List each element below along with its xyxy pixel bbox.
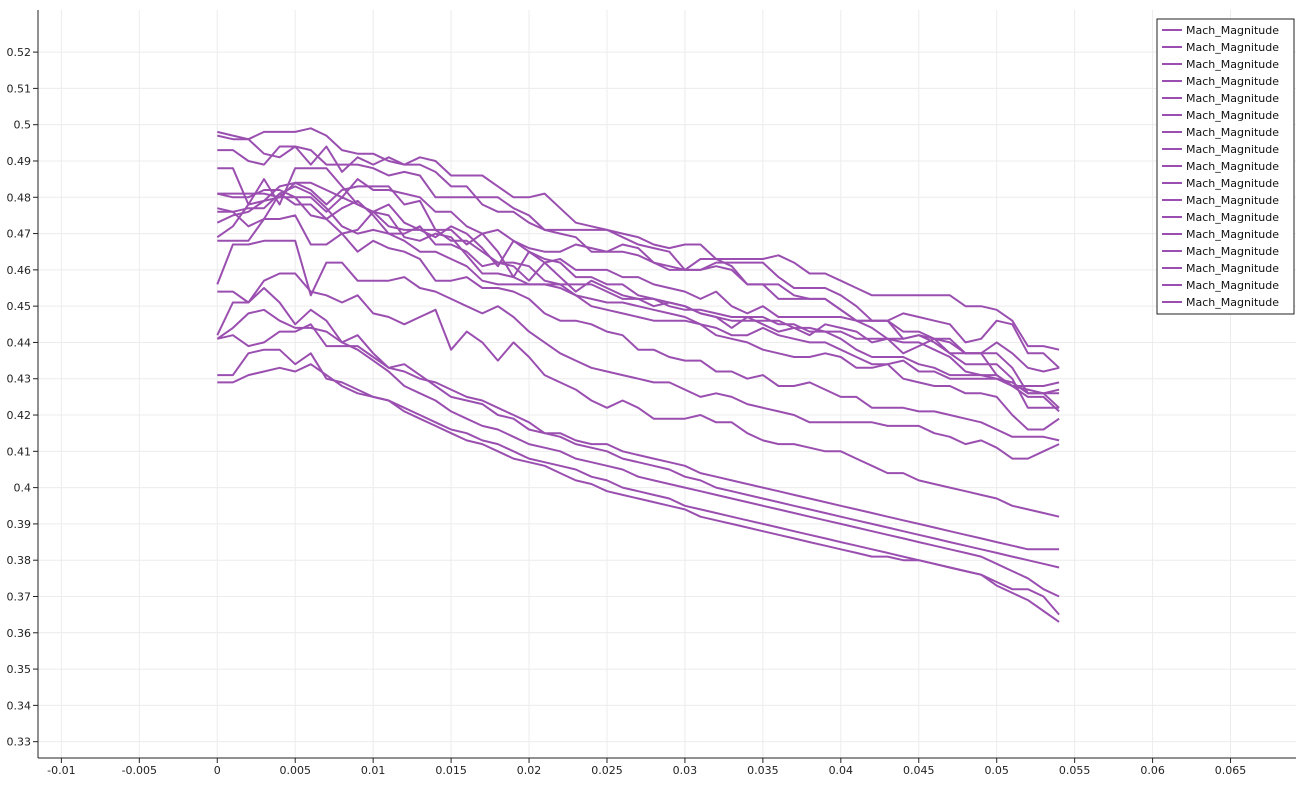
- series-line-4: [217, 167, 1060, 387]
- x-tick-label: 0.045: [903, 764, 935, 777]
- y-tick-label: 0.47: [7, 228, 32, 241]
- series-line-16: [217, 363, 1060, 623]
- series-line-15: [217, 348, 1060, 616]
- legend-label: Mach_Magnitude: [1186, 41, 1279, 54]
- legend-label: Mach_Magnitude: [1186, 296, 1279, 309]
- y-tick-label: 0.4: [14, 482, 32, 495]
- legend-label: Mach_Magnitude: [1186, 177, 1279, 190]
- series-line-8: [217, 185, 1060, 409]
- legend-label: Mach_Magnitude: [1186, 160, 1279, 173]
- y-tick-label: 0.35: [7, 663, 32, 676]
- legend: Mach_Magnitude Mach_Magnitude Mach_Magnitu…: [1156, 18, 1295, 315]
- legend-label: Mach_Magnitude: [1186, 211, 1279, 224]
- x-tick-label: 0.01: [361, 764, 386, 777]
- legend-label: Mach_Magnitude: [1186, 245, 1279, 258]
- x-tick-label: 0.065: [1215, 764, 1247, 777]
- series-line-11: [216, 239, 1060, 460]
- series-line-2: [217, 134, 1060, 369]
- y-tick-label: 0.33: [7, 736, 32, 749]
- legend-label: Mach_Magnitude: [1186, 262, 1279, 275]
- y-tick-label: 0.43: [7, 373, 32, 386]
- x-tick-label: -0.005: [122, 764, 157, 777]
- y-tick-label: 0.52: [7, 46, 32, 59]
- y-tick-label: 0.48: [7, 191, 32, 204]
- x-tick-label: -0.01: [47, 764, 75, 777]
- x-tick-label: 0.035: [747, 764, 779, 777]
- y-tick-label: 0.34: [7, 699, 32, 712]
- legend-label: Mach_Magnitude: [1186, 58, 1279, 71]
- series-line-5: [217, 192, 1060, 395]
- x-tick-label: 0.055: [1059, 764, 1091, 777]
- y-tick-label: 0.44: [7, 336, 32, 349]
- x-tick-label: 0.02: [517, 764, 542, 777]
- series-line-10: [217, 214, 1060, 442]
- y-tick-label: 0.41: [7, 445, 32, 458]
- series-line-17: [216, 181, 1060, 395]
- gridlines: [38, 10, 1296, 758]
- y-tick-label: 0.37: [7, 590, 32, 603]
- series-line-14: [217, 323, 1060, 569]
- series-line-1: [217, 127, 1060, 351]
- legend-label: Mach_Magnitude: [1186, 194, 1279, 207]
- legend-label: Mach_Magnitude: [1186, 75, 1279, 88]
- x-tick-label: 0.05: [984, 764, 1009, 777]
- y-tick-label: 0.42: [7, 409, 32, 422]
- x-tick-label: 0.03: [673, 764, 698, 777]
- x-tick-label: 0.025: [591, 764, 623, 777]
- y-tick-label: 0.39: [7, 518, 32, 531]
- legend-label: Mach_Magnitude: [1186, 126, 1279, 139]
- legend-label: Mach_Magnitude: [1186, 143, 1279, 156]
- series-line-9: [216, 167, 1060, 431]
- x-tick-label: 0.015: [435, 764, 467, 777]
- y-tick-label: 0.46: [7, 264, 32, 277]
- axes: -0.01 -0.005 0 0.005 0.01 0.015 0.02 0.025 0.03 0…: [7, 10, 1296, 777]
- x-tick-label: 0.04: [829, 764, 854, 777]
- y-tick-label: 0.38: [7, 554, 32, 567]
- series-line-13: [216, 287, 1060, 551]
- y-tick-label: 0.45: [7, 300, 32, 313]
- series-lines: [216, 127, 1060, 623]
- series-line-6: [217, 189, 1060, 409]
- legend-label: Mach_Magnitude: [1186, 279, 1279, 292]
- legend-label: Mach_Magnitude: [1186, 228, 1279, 241]
- legend-label: Mach_Magnitude: [1186, 92, 1279, 105]
- legend-label: Mach_Magnitude: [1186, 109, 1279, 122]
- x-tick-label: 0: [214, 764, 221, 777]
- legend-label: Mach_Magnitude: [1186, 24, 1279, 37]
- y-tick-label: 0.36: [7, 627, 32, 640]
- y-tick-label: 0.5: [14, 119, 32, 132]
- y-tick-label: 0.49: [7, 155, 32, 168]
- x-tick-label: 0.06: [1140, 764, 1165, 777]
- series-line-18: [216, 308, 1060, 598]
- x-tick-label: 0.005: [279, 764, 311, 777]
- series-line-12: [217, 272, 1060, 518]
- y-tick-label: 0.51: [7, 82, 32, 95]
